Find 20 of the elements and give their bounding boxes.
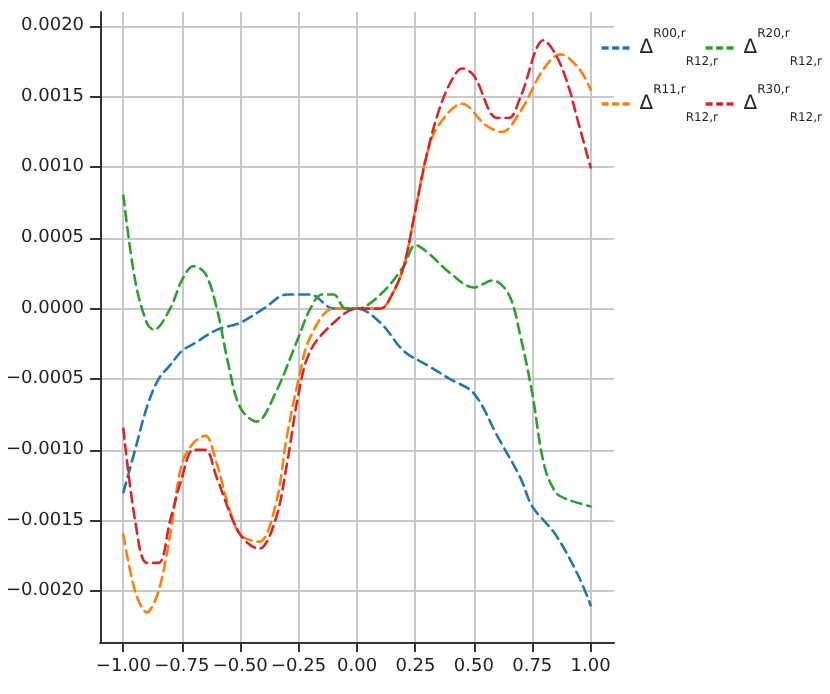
x-tick-label: 0.50 <box>453 657 495 677</box>
y-tick-label: −0.0015 <box>5 510 85 531</box>
x-tick-label: 0.00 <box>336 657 378 677</box>
y-tick-label: 0.0005 <box>21 228 85 249</box>
y-tick-label: 0.0020 <box>21 16 85 37</box>
x-tick-label: −0.50 <box>212 657 269 677</box>
line-series <box>122 194 592 508</box>
line-series <box>122 293 592 607</box>
x-tick-label: 0.75 <box>512 657 553 677</box>
x-tick-label: −0.25 <box>271 657 327 677</box>
y-tick-label: −0.0005 <box>5 369 85 390</box>
y-tick-label: 0.0010 <box>21 157 85 178</box>
y-tick-label: 0.0015 <box>21 86 85 107</box>
x-tick-label: 1.00 <box>570 657 612 677</box>
x-tick-label: −0.75 <box>154 657 210 677</box>
x-tick-label: −1.00 <box>95 657 152 677</box>
x-tick-label: 0.25 <box>395 657 436 677</box>
y-tick-label: 0.0000 <box>21 298 85 319</box>
y-tick-label: −0.0010 <box>5 439 85 460</box>
y-tick-label: −0.0020 <box>5 581 85 602</box>
